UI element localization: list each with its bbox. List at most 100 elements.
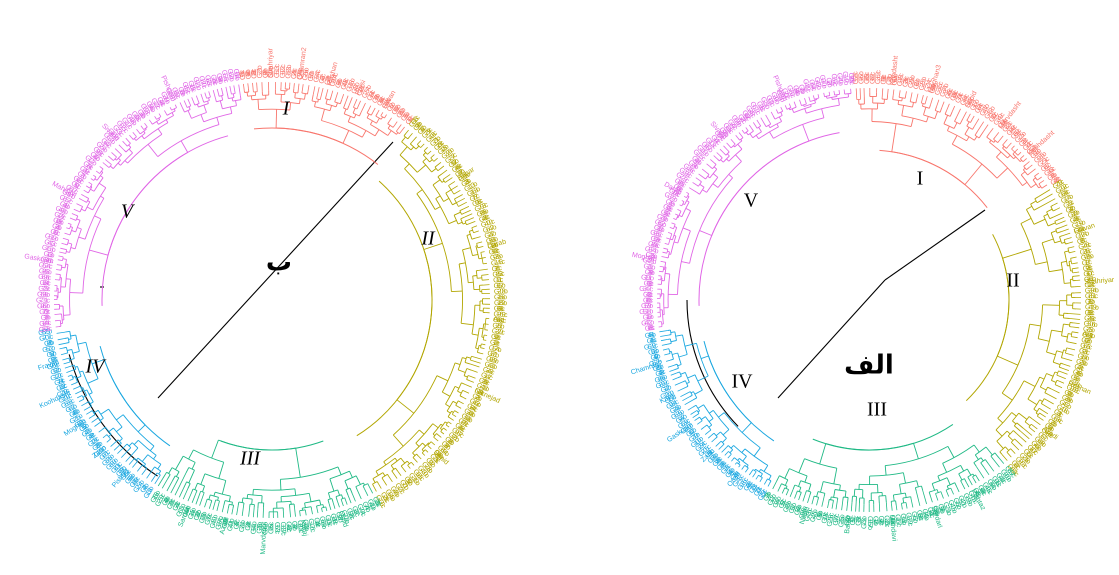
branch-stem	[391, 466, 394, 470]
branch-arc	[683, 335, 688, 355]
branch-arc	[305, 500, 320, 503]
leaf-line	[1072, 263, 1078, 264]
branch-stem	[683, 228, 690, 231]
branch-stem	[769, 476, 771, 480]
branch-stem	[1048, 223, 1055, 226]
leaf-line	[842, 501, 843, 511]
branch-arc	[167, 472, 171, 474]
branch-stem	[133, 458, 134, 460]
branch-arc	[315, 107, 331, 111]
branch-stem	[994, 137, 996, 139]
branch-stem	[701, 417, 705, 420]
leaf-line	[701, 427, 705, 430]
leaf-line	[936, 494, 938, 501]
branch-stem	[305, 94, 306, 100]
branch-stem	[462, 358, 466, 359]
branch-stem	[212, 440, 219, 458]
cluster-label-iv: IV	[731, 371, 753, 393]
branch-stem	[432, 169, 437, 173]
leaf-line	[766, 115, 770, 122]
leaf-line	[663, 252, 667, 253]
leaf-line	[941, 492, 944, 499]
branch-stem	[1030, 324, 1041, 326]
leaf-line	[1072, 327, 1079, 328]
branch-stem	[129, 149, 133, 153]
branch-stem	[1059, 367, 1062, 368]
branch-stem	[247, 92, 248, 96]
branch-stem	[955, 483, 957, 487]
branch-arc	[690, 178, 733, 263]
branch-stem	[336, 497, 337, 501]
branch-arc	[157, 117, 161, 120]
branch-arc	[955, 121, 961, 124]
branch-arc	[376, 116, 381, 119]
branch-stem	[136, 461, 137, 463]
branch-stem	[479, 258, 482, 259]
leaf-line	[891, 503, 892, 510]
branch-stem	[674, 364, 677, 365]
leaf-line	[454, 190, 461, 194]
leaf-line	[989, 128, 993, 133]
branch-stem	[195, 483, 198, 490]
branch-stem	[413, 457, 415, 459]
leaf-line	[673, 218, 676, 219]
branch-arc	[454, 199, 458, 207]
leaf-line	[196, 96, 198, 101]
leaf-line	[425, 450, 428, 453]
branch-stem	[1064, 350, 1066, 351]
branch-arc	[1002, 324, 1029, 393]
branch-stem	[442, 181, 444, 182]
branch-stem	[376, 113, 378, 116]
branch-stem	[898, 100, 899, 104]
branch-stem	[915, 488, 916, 492]
leaf-line	[62, 243, 65, 244]
leaf-line	[69, 380, 72, 381]
dendrogram-panel-b: G535cG680oG298cG221oG879oG174oG513cG922c…	[24, 47, 509, 555]
leaf-line	[882, 88, 883, 97]
leaf-line	[121, 451, 128, 458]
trunk-branch	[885, 210, 985, 280]
branch-stem	[305, 503, 306, 508]
leaf-line	[1060, 225, 1067, 228]
branch-stem	[981, 458, 983, 461]
leaf-line	[89, 416, 92, 418]
leaf-line	[464, 206, 469, 209]
branch-stem	[176, 472, 179, 477]
branch-arc	[835, 490, 846, 492]
leaf-line	[906, 91, 907, 95]
leaf-line	[474, 231, 479, 233]
branch-arc	[898, 104, 912, 107]
leaf-line	[1055, 385, 1062, 388]
leaf-line	[782, 489, 784, 493]
branch-stem	[125, 161, 128, 164]
leaf-line	[911, 92, 912, 99]
leaf-label: Karaj	[299, 519, 308, 537]
branch-stem	[903, 473, 905, 484]
branch-arc	[835, 94, 840, 95]
branch-stem	[227, 93, 228, 98]
leaf-line	[443, 174, 450, 179]
branch-arc	[109, 409, 123, 427]
branch-stem	[396, 468, 398, 471]
branch-arc	[1044, 216, 1048, 226]
leaf-line	[786, 491, 788, 495]
leaf-line	[1015, 439, 1023, 446]
branch-stem	[690, 395, 693, 396]
branch-stem	[995, 453, 999, 458]
branch-arc	[1047, 212, 1050, 219]
branch-stem	[404, 133, 406, 136]
branch-stem	[436, 196, 441, 199]
branch-stem	[477, 352, 480, 353]
branch-stem	[71, 375, 72, 376]
branch-stem	[670, 359, 673, 360]
branch-stem	[967, 119, 968, 121]
leaf-line	[226, 87, 227, 94]
leaf-line	[916, 491, 920, 505]
branch-stem	[967, 469, 971, 475]
leaf-line	[1068, 314, 1080, 315]
branch-arc	[410, 144, 416, 149]
branch-stem	[710, 167, 713, 169]
leaf-line	[931, 98, 933, 105]
branch-stem	[1040, 400, 1043, 402]
branch-stem	[338, 490, 340, 496]
